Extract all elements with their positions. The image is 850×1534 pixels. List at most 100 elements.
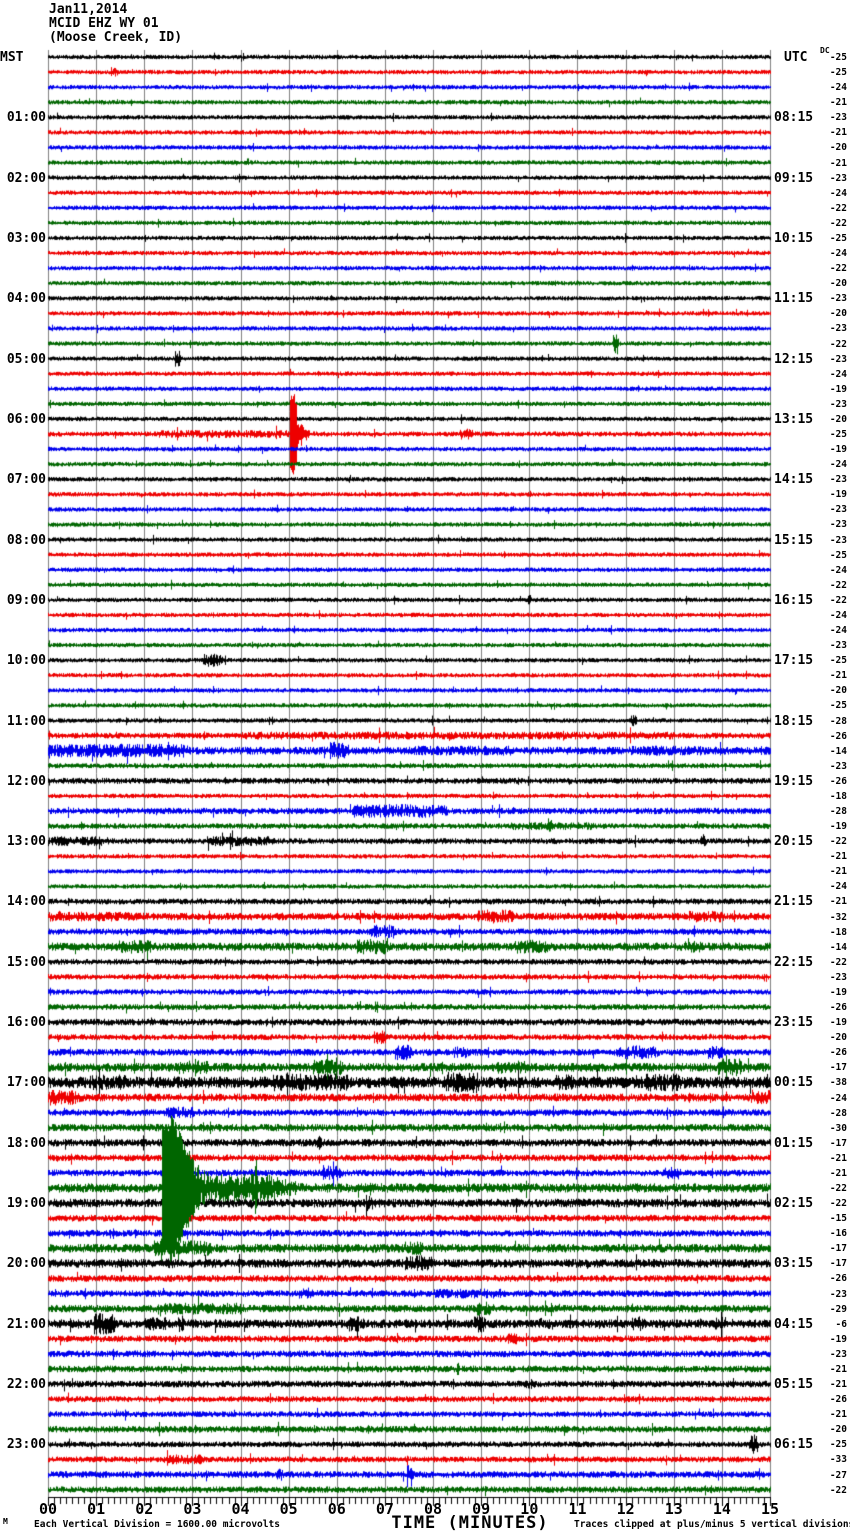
dc-offset-value: -26 — [829, 775, 847, 787]
dc-offset-value: -23 — [829, 971, 847, 983]
dc-offset-value: -20 — [829, 413, 847, 425]
right-time-label: 21:15 — [774, 894, 814, 910]
minute-tick-label: 12 — [616, 1500, 635, 1518]
dc-offset-value: -20 — [829, 685, 847, 697]
dc-offset-value: -21 — [829, 157, 847, 169]
dc-offset-value: -22 — [829, 836, 847, 848]
left-time-label: 04:00 — [6, 291, 46, 307]
left-time-label: 19:00 — [6, 1196, 46, 1212]
dc-offset-value: -29 — [829, 1303, 847, 1315]
dc-offset-value: -25 — [829, 700, 847, 712]
dc-offset-value: -26 — [829, 1002, 847, 1014]
dc-offset-value: -20 — [829, 142, 847, 154]
dc-offset-value: -20 — [829, 278, 847, 290]
minute-tick-label: 13 — [664, 1500, 683, 1518]
dc-offset-value: -24 — [829, 625, 847, 637]
left-time-label: 06:00 — [6, 411, 46, 427]
dc-offset-value: -21 — [829, 866, 847, 878]
minute-tick-label: 01 — [87, 1500, 106, 1518]
left-time-label: 13:00 — [6, 834, 46, 850]
dc-offset-value: -22 — [829, 594, 847, 606]
left-time-label: 12:00 — [6, 773, 46, 789]
dc-offset-value: -28 — [829, 1107, 847, 1119]
minute-tick-label: 08 — [424, 1500, 443, 1518]
clip-note: Traces clipped at plus/minus 5 vertical … — [574, 1519, 850, 1530]
minute-tick-label: 10 — [520, 1500, 539, 1518]
dc-offset-value: -19 — [829, 1017, 847, 1029]
dc-offset-value: -21 — [829, 1363, 847, 1375]
dc-offset-value: -24 — [829, 564, 847, 576]
dc-offset-value: -23 — [829, 293, 847, 305]
dc-offset-value: -19 — [829, 489, 847, 501]
dc-offset-value: -38 — [829, 1077, 847, 1089]
right-time-label: 19:15 — [774, 773, 814, 789]
dc-offset-value: -30 — [829, 1122, 847, 1134]
right-time-label: 12:15 — [774, 351, 814, 367]
dc-column-header: DC — [820, 46, 830, 55]
dc-offset-value: -21 — [829, 127, 847, 139]
dc-offset-value: -22 — [829, 579, 847, 591]
dc-offset-value: -22 — [829, 1183, 847, 1194]
minute-tick-label: 00 — [38, 1500, 58, 1518]
left-time-label: 11:00 — [6, 713, 46, 729]
right-time-label: 10:15 — [774, 230, 814, 246]
dc-offset-value: -26 — [829, 1394, 847, 1406]
left-time-label: 08:00 — [6, 532, 46, 548]
left-time-label: 18:00 — [6, 1135, 46, 1151]
dc-offset-value: -23 — [829, 1348, 847, 1360]
scale-note: Each Vertical Division = 1600.00 microvo… — [34, 1519, 280, 1530]
minute-tick-label: 14 — [712, 1500, 731, 1518]
right-time-label: 15:15 — [774, 532, 814, 548]
dc-offset-value: -14 — [829, 745, 847, 757]
dc-offset-value: -24 — [829, 187, 847, 199]
dc-offset-value: -25 — [829, 429, 847, 440]
right-time-label: 22:15 — [774, 954, 814, 970]
title-location: (Moose Creek, ID) — [49, 30, 183, 45]
left-time-label: 20:00 — [6, 1256, 46, 1272]
dc-offset-value: -25 — [829, 232, 847, 244]
left-time-label: 22:00 — [6, 1377, 46, 1393]
right-time-label: 23:15 — [774, 1015, 814, 1031]
right-axis-header: UTC — [784, 50, 808, 65]
right-time-label: 05:15 — [774, 1377, 814, 1393]
dc-offset-value: -26 — [829, 1273, 847, 1285]
dc-offset-value: -18 — [829, 790, 847, 802]
minute-tick-label: 04 — [231, 1500, 250, 1518]
dc-offset-value: -28 — [829, 806, 847, 817]
dc-offset-value: -19 — [829, 986, 847, 998]
left-time-label: 07:00 — [6, 472, 46, 488]
minute-tick-label: 03 — [183, 1500, 202, 1518]
dc-offset-value: -15 — [829, 1213, 847, 1225]
right-time-label: 20:15 — [774, 834, 814, 850]
dc-offset-value: -17 — [829, 1258, 847, 1270]
dc-offset-value: -20 — [829, 1424, 847, 1436]
right-time-label: 03:15 — [774, 1256, 814, 1272]
dc-offset-value: -24 — [829, 82, 847, 94]
dc-offset-value: -23 — [829, 474, 847, 486]
dc-offset-value: -28 — [829, 715, 847, 727]
dc-offset-value: -21 — [829, 1409, 847, 1421]
right-time-label: 17:15 — [774, 653, 814, 669]
dc-offset-value: -27 — [829, 1469, 847, 1481]
dc-offset-value: -22 — [829, 1484, 847, 1496]
dc-offset-value: -23 — [829, 1288, 847, 1300]
dc-offset-value: -23 — [829, 112, 847, 124]
dc-offset-value: -21 — [829, 1379, 847, 1391]
left-time-label: 17:00 — [6, 1075, 46, 1091]
dc-offset-value: -21 — [829, 97, 847, 109]
dc-offset-value: -19 — [829, 383, 847, 395]
dc-offset-value: -24 — [829, 368, 847, 380]
dc-offset-value: -23 — [829, 353, 847, 365]
corner-mark: M — [3, 1517, 8, 1526]
minute-tick-label: 11 — [568, 1500, 587, 1518]
dc-offset-value: -25 — [829, 549, 847, 561]
dc-offset-value: -22 — [829, 1198, 847, 1210]
dc-offset-value: -26 — [829, 1047, 847, 1059]
dc-offset-value: -24 — [829, 248, 847, 260]
dc-offset-value: -25 — [829, 655, 847, 667]
minute-tick-label: 06 — [327, 1500, 346, 1518]
right-time-label: 16:15 — [774, 592, 814, 608]
dc-offset-value: -23 — [829, 504, 847, 516]
right-time-label: 01:15 — [774, 1135, 814, 1151]
